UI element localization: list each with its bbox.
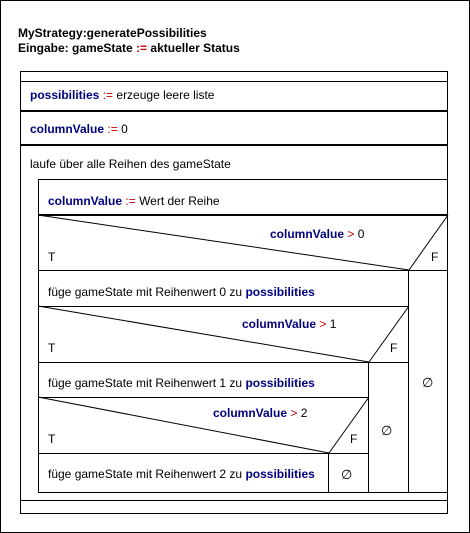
statement-init-columnvalue-text: columnValue := 0 [30, 122, 128, 136]
action-var: possibilities [245, 285, 315, 299]
condition-value: 1 [329, 317, 337, 331]
input-line: Eingabe: gameState := aktueller Status [18, 41, 240, 55]
false-label-2: F [390, 341, 398, 355]
loop-header: laufe über alle Reihen des gameState [30, 157, 231, 171]
true-label-1: T [48, 250, 56, 264]
assign-op: := [107, 122, 118, 136]
assign-op: := [102, 88, 114, 102]
input-value: aktueller Status [150, 41, 240, 55]
else-branch-3 [328, 453, 369, 493]
condition-var: columnValue [213, 406, 288, 420]
action-var: possibilities [245, 376, 315, 390]
action-3: füge gameState mit Reihenwert 2 zu possi… [48, 467, 315, 481]
statement-value: erzeuge leere liste [116, 88, 215, 102]
action-2: füge gameState mit Reihenwert 1 zu possi… [48, 376, 315, 390]
input-op: := [136, 41, 148, 55]
action-text: füge gameState mit Reihenwert 2 zu [48, 467, 243, 481]
condition-var: columnValue [270, 227, 345, 241]
statement-columnvalue-row-text: columnValue := Wert der Reihe [48, 194, 220, 208]
statement-columnvalue-row [38, 179, 448, 215]
condition-3: columnValue > 2 [213, 406, 307, 420]
false-label-1: F [431, 250, 439, 264]
action-var: possibilities [245, 467, 315, 481]
var-possibilities: possibilities [30, 88, 100, 102]
statement-value: 0 [121, 122, 128, 136]
condition-2-diagonal-left [37, 305, 370, 363]
var-columnvalue: columnValue [30, 122, 105, 136]
action-1: füge gameState mit Reihenwert 0 zu possi… [48, 285, 315, 299]
action-text: füge gameState mit Reihenwert 1 zu [48, 376, 243, 390]
condition-2-diagonal-right [368, 305, 410, 363]
input-var: gameState [72, 41, 133, 55]
condition-1-diagonal-right [408, 214, 449, 271]
empty-set-icon: ∅ [422, 375, 434, 390]
input-label: Eingabe: [18, 41, 69, 55]
condition-var: columnValue [242, 317, 317, 331]
action-text: füge gameState mit Reihenwert 0 zu [48, 285, 243, 299]
statement-init-possibilities-text: possibilities := erzeuge leere liste [30, 88, 214, 102]
statement-init-columnvalue [20, 111, 448, 145]
condition-op: > [347, 227, 355, 241]
empty-set-icon: ∅ [381, 423, 393, 438]
true-label-2: T [48, 341, 56, 355]
statement-init-possibilities [20, 81, 448, 111]
condition-value: 2 [300, 406, 308, 420]
statement-value: Wert der Reihe [139, 194, 220, 208]
condition-op: > [319, 317, 327, 331]
condition-value: 0 [357, 227, 365, 241]
empty-set-icon: ∅ [341, 467, 353, 482]
condition-op: > [290, 406, 298, 420]
assign-op: := [125, 194, 136, 208]
true-label-3: T [48, 432, 56, 446]
diagram-title: MyStrategy:generatePossibilities [18, 26, 207, 40]
condition-3-diagonal-right [328, 396, 370, 454]
condition-3-diagonal-left [37, 396, 330, 454]
condition-1: columnValue > 0 [270, 227, 364, 241]
condition-1-diagonal-left [37, 214, 410, 271]
false-label-3: F [350, 432, 358, 446]
condition-2: columnValue > 1 [242, 317, 336, 331]
var-columnvalue: columnValue [48, 194, 123, 208]
